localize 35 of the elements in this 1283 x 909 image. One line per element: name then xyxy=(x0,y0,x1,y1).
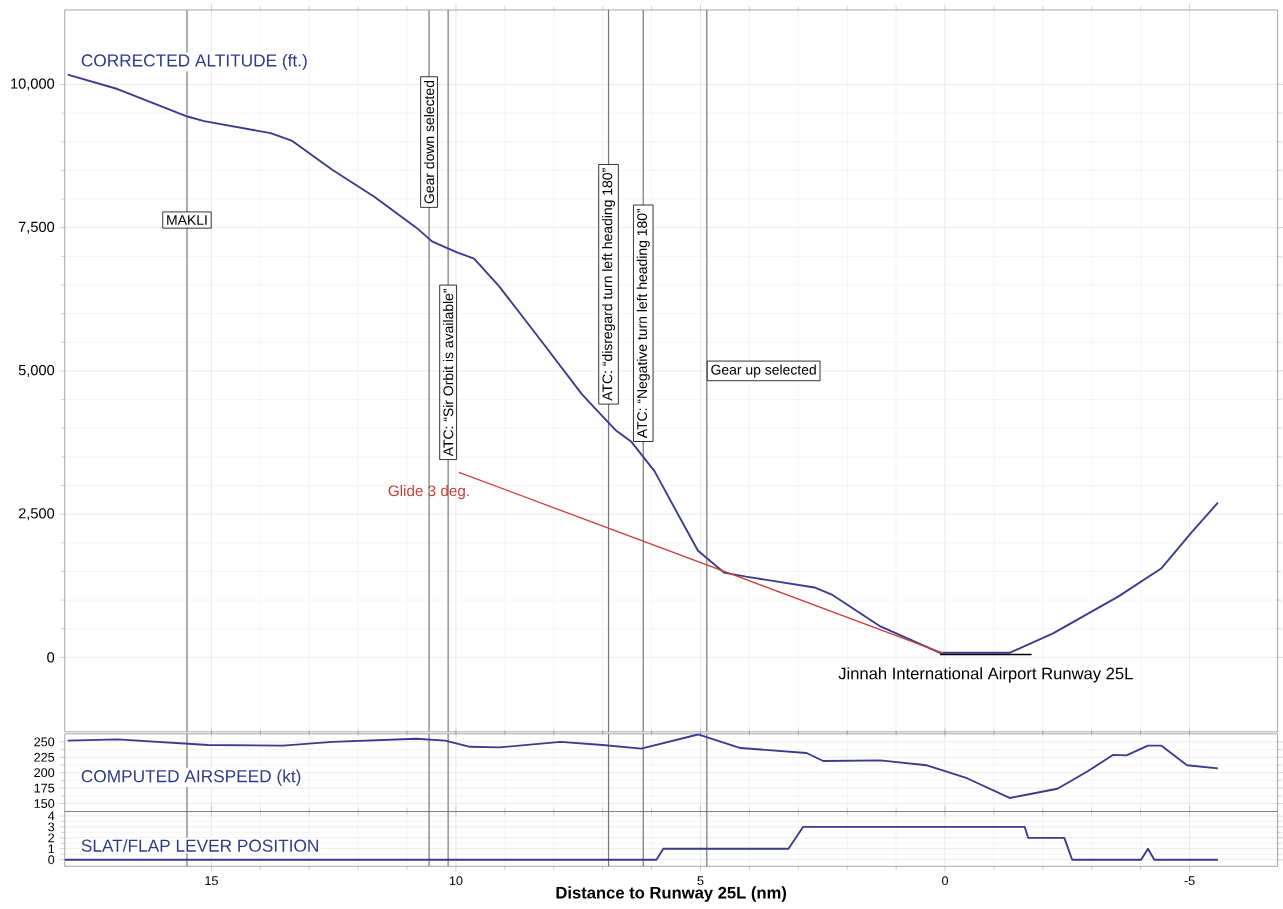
x-tick-label: 15 xyxy=(205,876,218,886)
x-tick-label: 0 xyxy=(941,876,949,886)
y-tick-label: 250 xyxy=(34,737,55,747)
y-tick-label: 2,500 xyxy=(18,508,55,521)
y-tick-label: 225 xyxy=(34,752,55,762)
y-tick-label: 5,000 xyxy=(18,364,55,377)
text: COMPUTED AIRSPEED (kt) xyxy=(81,769,301,786)
y-tick-label: 0 xyxy=(47,652,55,663)
y-tick-label: 2 xyxy=(48,833,55,843)
line-series xyxy=(64,825,1219,861)
line-series xyxy=(66,73,1219,654)
y-tick-label: 1 xyxy=(48,844,55,854)
ref-line-label: Gear down selected xyxy=(423,80,435,204)
text: SLAT/FLAP LEVER POSITION xyxy=(81,839,318,852)
ref-line-label: ATC: “disregard turn left heading 180” xyxy=(602,168,616,401)
x-tick-label: 10 xyxy=(449,876,463,886)
ref-line-label: ATC: “Negative turn left heading 180” xyxy=(636,208,650,439)
series-label: Jinnah International Airport Runway 25L xyxy=(838,667,1133,683)
y-tick-label: 150 xyxy=(34,799,55,808)
series-label: Glide 3 deg. xyxy=(388,484,469,500)
x-tick-label: -5 xyxy=(1184,876,1195,886)
y-tick-label: 0 xyxy=(48,855,55,865)
y-tick-label: 10,000 xyxy=(11,78,55,91)
y-tick-label: 3 xyxy=(48,822,55,832)
y-tick-label: 4 xyxy=(48,811,55,821)
ref-line-label: MAKLI xyxy=(167,215,207,225)
ref-line-label: ATC: “Sir Orbit is available” xyxy=(443,288,454,457)
line-series xyxy=(66,733,1219,799)
ref-line-label: Gear up selected xyxy=(711,364,816,378)
y-tick-label: 175 xyxy=(34,783,55,793)
x-axis-title: Distance to Runway 25L (nm) xyxy=(556,886,787,902)
text: CORRECTED ALTITUDE (ft.) xyxy=(81,53,307,70)
y-tick-label: 200 xyxy=(34,768,55,778)
y-tick-label: 7,500 xyxy=(18,221,55,234)
x-tick-label: 5 xyxy=(697,876,704,886)
